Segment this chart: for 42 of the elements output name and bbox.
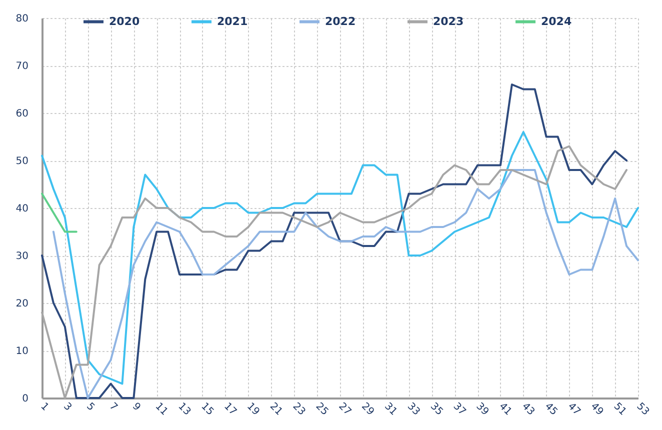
legend-label: 2021 bbox=[217, 14, 248, 28]
y-tick-label: 10 bbox=[16, 346, 28, 357]
x-tick-label: 41 bbox=[496, 400, 514, 418]
x-tick-label: 43 bbox=[520, 400, 536, 418]
legend-label: 2020 bbox=[109, 14, 140, 28]
x-tick-label: 15 bbox=[198, 400, 216, 418]
x-tick-label: 51 bbox=[611, 400, 628, 418]
x-tick-label: 9 bbox=[130, 400, 142, 414]
x-tick-label: 37 bbox=[450, 400, 468, 418]
y-tick-label: 20 bbox=[16, 298, 28, 310]
x-tick-label: 13 bbox=[176, 400, 193, 418]
x-tick-label: 29 bbox=[359, 400, 376, 418]
y-tick-label: 0 bbox=[22, 394, 28, 404]
x-tick-label: 31 bbox=[382, 400, 399, 418]
x-tick-label: 19 bbox=[244, 400, 262, 418]
x-tick-label: 35 bbox=[428, 400, 445, 418]
x-tick-label: 49 bbox=[588, 400, 606, 418]
y-tick-label: 60 bbox=[16, 108, 28, 120]
x-tick-label: 25 bbox=[313, 400, 330, 418]
x-tick-label: 7 bbox=[107, 400, 120, 414]
y-tick-label: 80 bbox=[16, 14, 28, 24]
x-tick-label: 53 bbox=[634, 400, 652, 418]
x-tick-label: 33 bbox=[405, 400, 422, 418]
y-tick-label: 70 bbox=[16, 61, 28, 72]
x-tick-label: 27 bbox=[336, 400, 354, 418]
y-tick-label: 30 bbox=[16, 251, 28, 262]
x-tick-label: 17 bbox=[222, 400, 238, 418]
legend-label: 2024 bbox=[541, 14, 572, 28]
x-tick-label: 23 bbox=[290, 400, 308, 418]
x-tick-label: 11 bbox=[152, 400, 170, 418]
legend-label: 2023 bbox=[433, 14, 464, 28]
x-tick-label: 3 bbox=[61, 400, 74, 414]
x-tick-label: 5 bbox=[84, 400, 96, 414]
y-tick-label: 50 bbox=[16, 156, 28, 167]
x-tick-label: 39 bbox=[474, 400, 491, 418]
y-tick-label: 40 bbox=[16, 204, 28, 214]
x-tick-label: 1 bbox=[38, 400, 51, 414]
x-tick-label: 45 bbox=[542, 400, 560, 418]
legend-label: 2022 bbox=[325, 14, 356, 28]
x-tick-label: 47 bbox=[565, 400, 582, 418]
x-tick-label: 21 bbox=[267, 400, 284, 418]
line-series bbox=[41, 84, 628, 399]
